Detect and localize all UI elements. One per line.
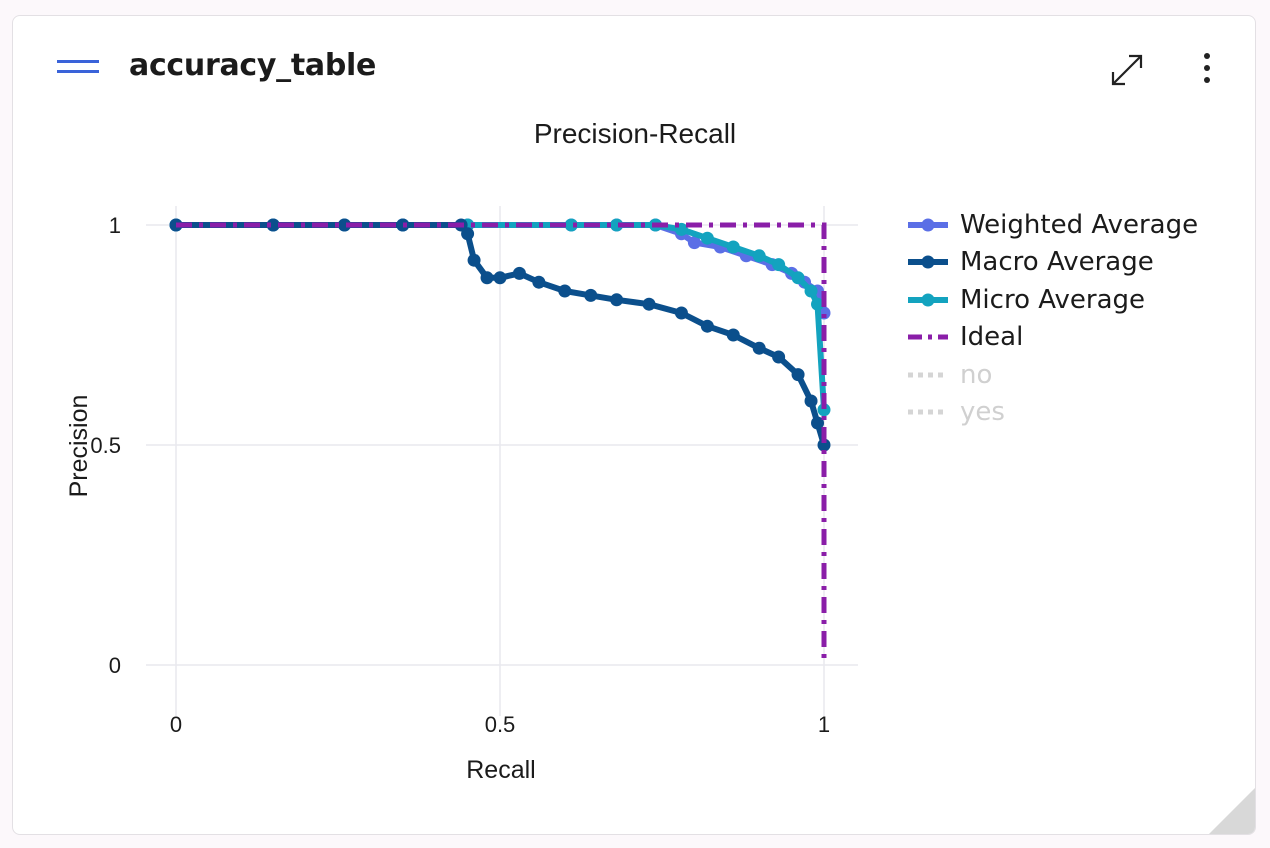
data-point-macro-average [726, 328, 740, 342]
card-title: accuracy_table [129, 48, 377, 83]
data-point-micro-average [610, 218, 624, 232]
legend-label: no [960, 359, 993, 390]
legend-swatch-weighted-average [908, 218, 948, 232]
x-tick-label: 0 [170, 712, 182, 737]
drag-lines-icon[interactable] [57, 58, 99, 76]
data-point-micro-average [772, 258, 786, 272]
legend-label: Micro Average [960, 284, 1146, 315]
data-point-micro-average [811, 297, 825, 311]
data-point-macro-average [480, 271, 494, 285]
data-point-macro-average [817, 438, 831, 452]
legend-swatch-yes [908, 409, 948, 415]
series-line-ideal [176, 222, 827, 665]
data-point-micro-average [752, 249, 766, 263]
y-tick-label: 0.5 [90, 433, 121, 458]
data-point-macro-average [811, 416, 825, 430]
chart-legend: Weighted Average Macro Average Micro Avera… [906, 206, 1198, 431]
data-point-macro-average [493, 271, 507, 285]
data-point-micro-average [564, 218, 578, 232]
data-point-macro-average [467, 253, 481, 267]
data-point-macro-average [791, 368, 805, 382]
y-axis-label: Precision [65, 395, 93, 498]
y-tick-label: 1 [109, 213, 121, 238]
data-point-macro-average [804, 394, 818, 408]
data-point-macro-average [610, 293, 624, 307]
data-point-micro-average [700, 231, 714, 245]
legend-item-yes[interactable]: yes [906, 394, 1198, 432]
data-point-micro-average [804, 284, 818, 298]
resize-handle-icon[interactable] [1209, 788, 1255, 834]
precision-recall-chart: Precision-Recall 0 0.5 1 0 0.5 1 Recall Preci… [65, 118, 858, 784]
data-point-macro-average [642, 297, 656, 311]
legend-item-weighted-average[interactable]: Weighted Average [906, 206, 1198, 244]
data-point-macro-average [700, 319, 714, 333]
data-point-macro-average [558, 284, 572, 298]
chart-card: accuracy_table Precision-Recall 0 0.5 1 0 0.… [12, 15, 1256, 835]
data-point-macro-average [772, 350, 786, 364]
data-point-micro-average [726, 240, 740, 254]
y-tick-label: 0 [109, 653, 121, 678]
legend-item-micro-average[interactable]: Micro Average [906, 281, 1198, 319]
legend-label: yes [960, 397, 1005, 428]
legend-item-macro-average[interactable]: Macro Average [906, 244, 1198, 282]
data-point-macro-average [266, 218, 280, 232]
data-point-micro-average [817, 403, 831, 417]
x-tick-label: 0.5 [485, 712, 516, 737]
legend-swatch-ideal [908, 334, 948, 340]
legend-swatch-macro-average [908, 255, 948, 269]
data-point-macro-average [674, 306, 688, 320]
series-layer [169, 218, 831, 665]
legend-swatch-micro-average [908, 293, 948, 307]
data-point-macro-average [752, 341, 766, 355]
x-tick-label: 1 [818, 712, 830, 737]
legend-label: Ideal [960, 322, 1024, 353]
legend-item-ideal[interactable]: Ideal [906, 319, 1198, 357]
data-point-weighted-average [687, 236, 701, 250]
data-point-macro-average [512, 266, 526, 280]
data-point-micro-average [791, 271, 805, 285]
more-vertical-icon[interactable] [1189, 46, 1225, 94]
legend-item-no[interactable]: no [906, 356, 1198, 394]
legend-label: Macro Average [960, 247, 1154, 278]
legend-label: Weighted Average [960, 209, 1199, 240]
series-ideal [176, 222, 827, 665]
x-axis-label: Recall [466, 756, 535, 784]
data-point-macro-average [396, 218, 410, 232]
legend-swatch-no [908, 372, 948, 378]
data-point-macro-average [532, 275, 546, 289]
data-point-macro-average [337, 218, 351, 232]
chart-title: Precision-Recall [534, 118, 736, 149]
axis-ticks: 0 0.5 1 0 0.5 1 [90, 213, 830, 737]
expand-diagonal-icon[interactable] [1103, 46, 1151, 94]
data-point-macro-average [584, 288, 598, 302]
data-point-macro-average [461, 227, 475, 241]
